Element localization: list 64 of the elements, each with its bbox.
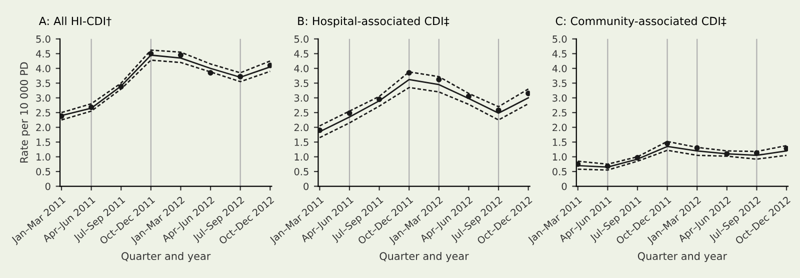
- chart-title: C: Community-associated CDI‡: [556, 16, 726, 28]
- x-axis-title: Quarter and year: [380, 252, 469, 262]
- x-axis-title: Quarter and year: [638, 252, 728, 262]
- y-tick-label: 0: [45, 182, 50, 190]
- line-series: [577, 150, 788, 171]
- point: [724, 151, 730, 157]
- y-tick-label: 1.0: [552, 153, 567, 161]
- y-tick-label: 2.5: [552, 109, 566, 116]
- point: [267, 62, 272, 68]
- y-tick-label: 1.0: [36, 153, 50, 161]
- point: [148, 50, 154, 56]
- y-tick-label: 5.0: [552, 35, 567, 43]
- y-tick-label: 3.5: [36, 80, 50, 87]
- y-tick-label: 1.5: [294, 138, 308, 146]
- y-tick-label: 2.5: [294, 109, 308, 116]
- y-tick-label: 4.0: [36, 64, 50, 72]
- y-tick-label: 0.5: [552, 168, 566, 176]
- point: [466, 94, 472, 100]
- y-tick-label: 3.0: [36, 94, 50, 102]
- y-tick-label: 1.0: [294, 153, 309, 161]
- y-tick-label: 2.0: [552, 124, 567, 132]
- point: [576, 161, 581, 167]
- point: [238, 74, 244, 80]
- y-tick-label: 3.5: [294, 80, 308, 87]
- point: [694, 145, 700, 151]
- y-tick-label: 1.5: [552, 138, 566, 146]
- y-tick-label: 2.0: [294, 124, 309, 132]
- y-tick-label: 2.0: [36, 124, 50, 132]
- point: [754, 150, 760, 156]
- point: [60, 113, 64, 119]
- y-tick-label: 0: [562, 182, 567, 190]
- y-tick-label: 1.5: [36, 138, 50, 146]
- y-tick-label: 3.0: [294, 94, 309, 102]
- line-series: [318, 86, 530, 138]
- y-tick-label: 3.0: [552, 94, 567, 102]
- chart-title: B: Hospital-associated CDI‡: [298, 16, 450, 28]
- y-tick-label: 4.5: [36, 50, 50, 58]
- point: [376, 96, 382, 102]
- point: [526, 90, 530, 96]
- y-tick-label: 0.5: [294, 168, 308, 176]
- point: [406, 70, 412, 76]
- y-tick-label: 4.0: [552, 64, 567, 72]
- y-tick-label: 3.5: [552, 80, 566, 87]
- chart-title: A: All HI-CDI†: [38, 16, 112, 26]
- y-tick-label: 5.0: [36, 35, 50, 43]
- point: [208, 70, 214, 76]
- y-tick-label: 0.5: [36, 168, 50, 176]
- point: [436, 76, 442, 82]
- point: [88, 104, 94, 110]
- y-tick-label: 4.0: [294, 64, 309, 72]
- point: [664, 140, 670, 146]
- y-axis-title: Rate per 10 000 PD: [20, 62, 30, 162]
- point: [118, 84, 124, 90]
- y-tick-label: 0: [304, 182, 309, 190]
- point: [178, 52, 184, 58]
- point: [604, 163, 610, 169]
- y-tick-label: 4.5: [294, 50, 308, 58]
- y-tick-label: 2.5: [36, 109, 50, 116]
- y-tick-label: 5.0: [294, 35, 309, 43]
- y-tick-label: 4.5: [552, 50, 566, 58]
- point: [634, 154, 640, 160]
- point: [784, 146, 788, 152]
- x-axis-title: Quarter and year: [122, 252, 211, 262]
- point: [346, 110, 352, 116]
